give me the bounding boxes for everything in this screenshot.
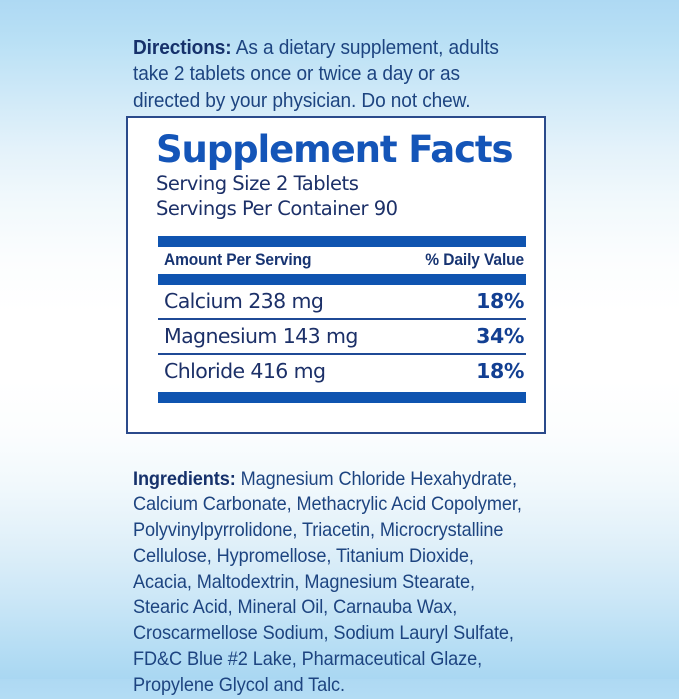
nutrient-daily-value: 18% xyxy=(476,359,524,383)
nutrient-daily-value: 34% xyxy=(476,324,524,348)
serving-size-line: Serving Size 2 Tablets xyxy=(156,172,359,195)
ingredients-text: Magnesium Chloride Hexahydrate, Calcium … xyxy=(133,467,522,696)
directions-label: Directions: xyxy=(133,35,232,59)
nutrient-daily-value: 18% xyxy=(476,289,524,313)
column-header-daily-value: % Daily Value xyxy=(425,251,524,269)
column-header-amount-per-serving: Amount Per Serving xyxy=(164,251,312,269)
table-row: Magnesium 143 mg 34% xyxy=(158,320,526,353)
row-divider xyxy=(158,353,526,355)
table-header-bar xyxy=(158,274,526,285)
nutrient-name: Calcium 238 mg xyxy=(164,289,324,313)
nutrient-name: Chloride 416 mg xyxy=(164,359,326,383)
supplement-facts-header: Supplement Facts Serving Size 2 Tablets … xyxy=(156,128,526,221)
table-top-bar xyxy=(158,236,526,247)
table-header-row: Amount Per Serving % Daily Value xyxy=(158,247,526,274)
directions-text: As a dietary supplement, adults take 2 t… xyxy=(133,35,499,112)
nutrient-name: Magnesium 143 mg xyxy=(164,324,358,348)
ingredients-label: Ingredients: xyxy=(133,467,236,490)
supplement-facts-panel: Supplement Facts Serving Size 2 Tablets … xyxy=(126,116,546,434)
supplement-facts-title: Supplement Facts xyxy=(156,128,514,171)
table-row: Chloride 416 mg 18% xyxy=(158,355,526,388)
table-bottom-bar xyxy=(158,392,526,403)
directions-paragraph: Directions: As a dietary supplement, adu… xyxy=(133,35,524,115)
ingredients-paragraph: Ingredients: Magnesium Chloride Hexahydr… xyxy=(133,467,528,699)
table-row: Calcium 238 mg 18% xyxy=(158,285,526,318)
supplement-label-page: Directions: As a dietary supplement, adu… xyxy=(126,35,546,696)
nutrition-table: Amount Per Serving % Daily Value Calcium… xyxy=(158,236,526,403)
row-divider xyxy=(158,318,526,320)
servings-per-container-line: Servings Per Container 90 xyxy=(156,196,398,220)
